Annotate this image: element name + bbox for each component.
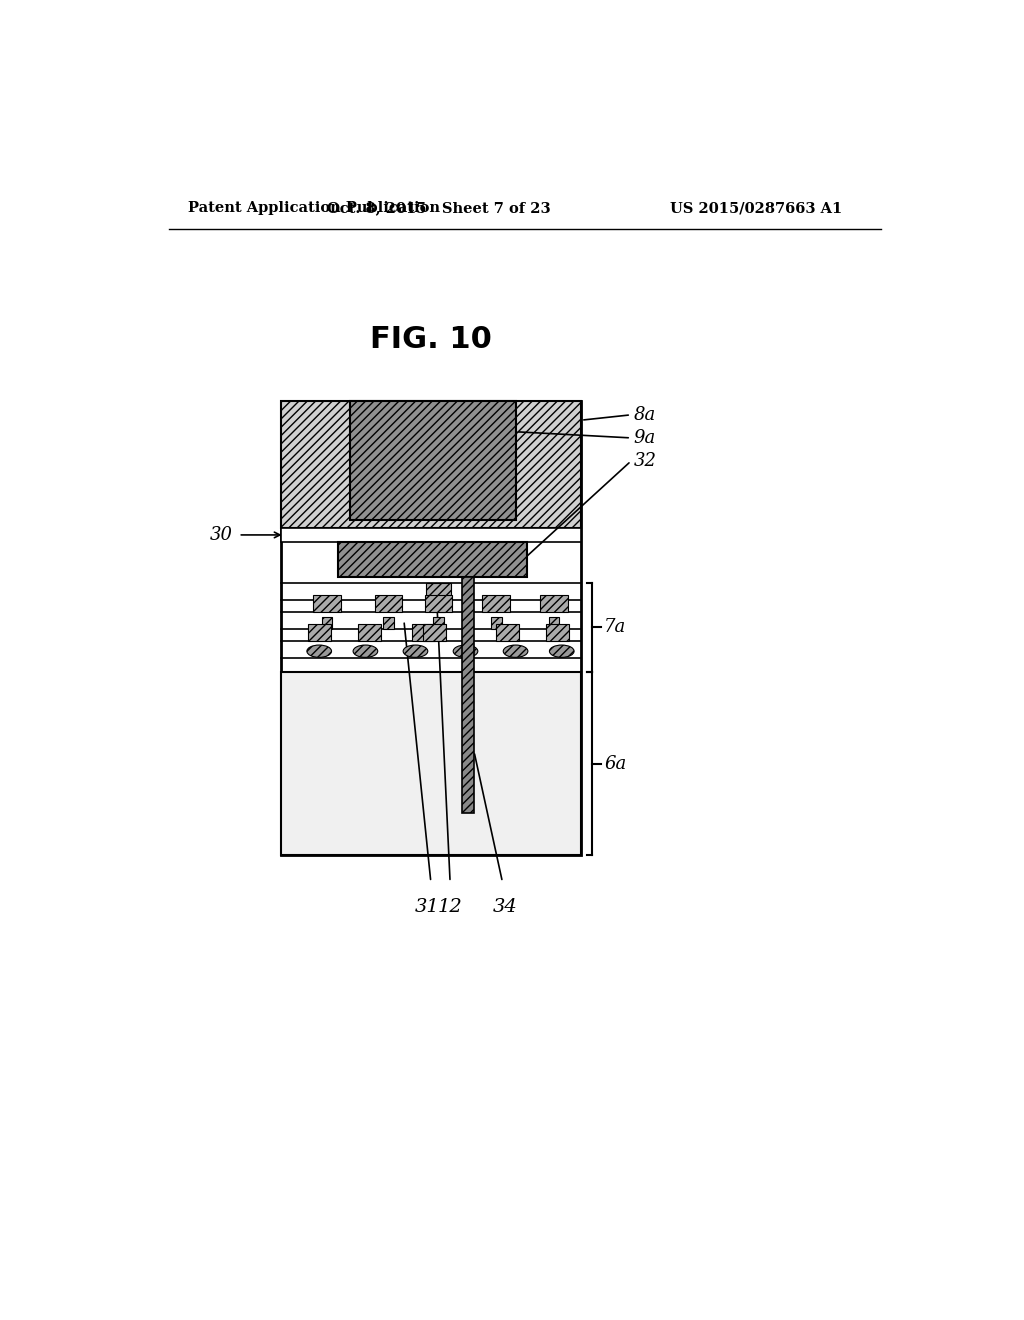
- Text: 9a: 9a: [634, 429, 655, 447]
- Text: 6a: 6a: [604, 755, 627, 772]
- Text: 12: 12: [437, 898, 463, 916]
- Ellipse shape: [307, 645, 332, 657]
- Ellipse shape: [403, 645, 428, 657]
- Bar: [339, 541, 527, 577]
- Bar: [281, 401, 581, 855]
- Bar: [357, 624, 381, 642]
- Bar: [313, 595, 341, 612]
- Bar: [375, 595, 402, 612]
- Bar: [322, 616, 333, 628]
- Bar: [281, 401, 581, 528]
- Ellipse shape: [503, 645, 528, 657]
- Bar: [549, 616, 559, 628]
- Ellipse shape: [353, 645, 378, 657]
- Text: US 2015/0287663 A1: US 2015/0287663 A1: [670, 202, 842, 215]
- Bar: [462, 577, 474, 813]
- Ellipse shape: [454, 645, 478, 657]
- Bar: [281, 528, 581, 543]
- Text: 34: 34: [493, 898, 517, 916]
- Ellipse shape: [550, 645, 574, 657]
- Bar: [281, 672, 581, 855]
- Text: 8a: 8a: [634, 405, 655, 424]
- Bar: [490, 616, 502, 628]
- Text: 31: 31: [415, 898, 439, 916]
- Bar: [426, 582, 451, 599]
- Text: FIG. 10: FIG. 10: [370, 325, 492, 354]
- Text: 30: 30: [210, 525, 233, 544]
- Bar: [350, 401, 515, 520]
- Text: 7a: 7a: [604, 618, 627, 636]
- Text: Patent Application Publication: Patent Application Publication: [188, 202, 440, 215]
- Bar: [547, 624, 569, 642]
- Text: Oct. 8, 2015   Sheet 7 of 23: Oct. 8, 2015 Sheet 7 of 23: [327, 202, 550, 215]
- Bar: [412, 624, 435, 642]
- Bar: [425, 595, 453, 612]
- Bar: [541, 595, 568, 612]
- Bar: [383, 616, 394, 628]
- Text: 32: 32: [634, 451, 656, 470]
- Bar: [482, 595, 510, 612]
- Bar: [432, 599, 444, 612]
- Bar: [433, 616, 444, 628]
- Bar: [497, 624, 519, 642]
- Bar: [307, 624, 331, 642]
- Bar: [423, 624, 446, 642]
